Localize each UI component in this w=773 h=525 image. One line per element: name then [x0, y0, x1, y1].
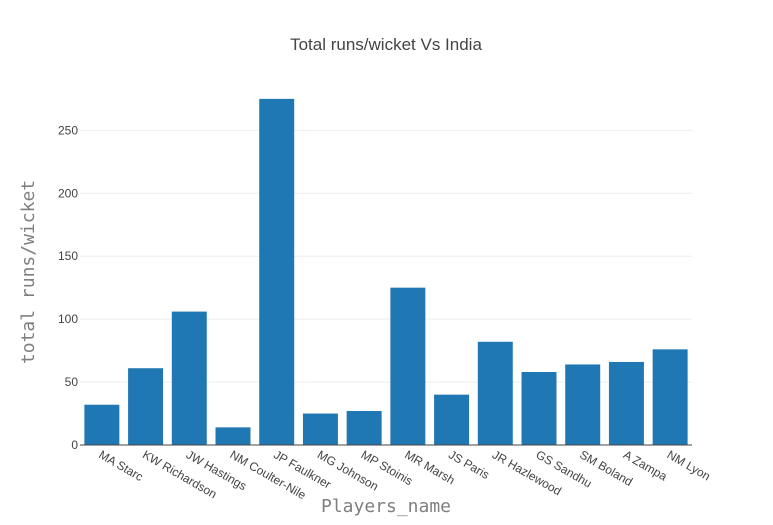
- x-axis-title: Players_name: [321, 496, 451, 517]
- bar: [565, 364, 601, 445]
- bar: [521, 372, 557, 445]
- bar: [477, 341, 513, 445]
- bar: [608, 361, 644, 445]
- bar: [215, 427, 251, 445]
- y-tick-label: 100: [58, 312, 78, 326]
- y-tick-label: 0: [71, 438, 78, 452]
- y-axis-title: total runs/wicket: [18, 180, 39, 364]
- bar: [302, 413, 338, 445]
- y-tick-label: 50: [65, 375, 79, 389]
- bar: [171, 311, 207, 445]
- y-tick-label: 200: [58, 186, 78, 200]
- x-tick-label: KW Richardson: [140, 447, 219, 501]
- y-axis-ticks: 0 50 100 150 200 250: [58, 123, 78, 452]
- bar: [259, 98, 295, 446]
- x-tick-label: NM Lyon: [665, 447, 713, 483]
- bar: [346, 411, 382, 445]
- bar: [652, 349, 688, 445]
- bars: [84, 98, 688, 446]
- bar: [84, 404, 120, 445]
- bar: [390, 287, 426, 445]
- y-tick-label: 250: [58, 123, 78, 137]
- bar: [128, 368, 164, 445]
- y-tick-label: 150: [58, 249, 78, 263]
- bar: [434, 394, 470, 445]
- chart-title: Total runs/wicket Vs India: [290, 35, 482, 54]
- x-tick-label: MA Starc: [96, 447, 145, 483]
